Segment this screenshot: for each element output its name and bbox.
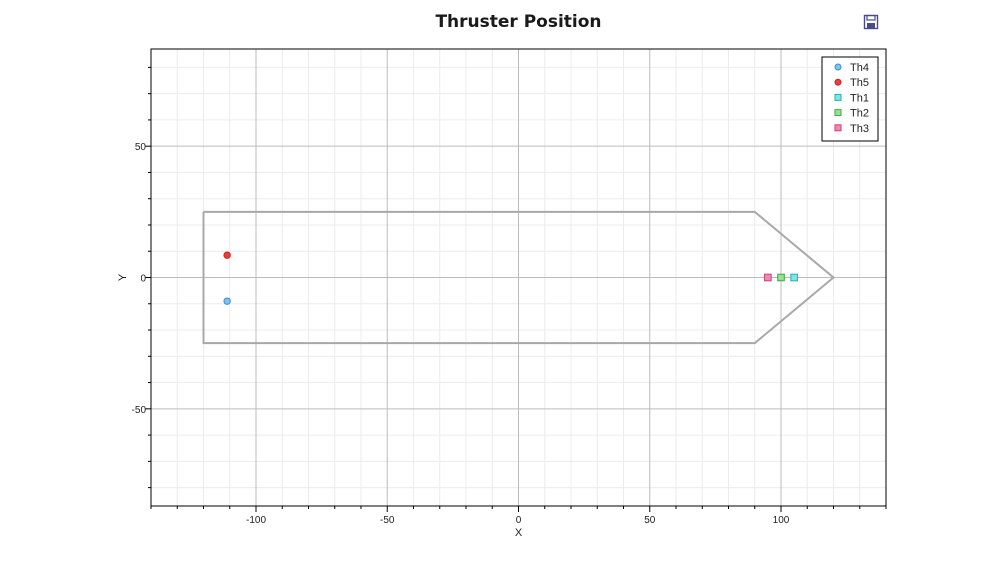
chart-title: Thruster Position (435, 12, 602, 32)
x-tick-label: 100 (773, 515, 790, 526)
legend-label-th1: Th1 (850, 92, 869, 104)
legend-marker-th5 (834, 78, 842, 86)
save-button[interactable] (863, 14, 879, 30)
x-tick-label: -100 (246, 515, 266, 526)
x-tick-label: 0 (516, 515, 522, 526)
x-tick-label: 50 (644, 515, 656, 526)
x-axis-title: X (515, 527, 523, 539)
legend-marker-th4 (834, 63, 842, 71)
x-tick-label: -50 (380, 515, 395, 526)
legend: Th4 Th5 Th1 Th2 Th3 (821, 56, 879, 142)
hull-outline (202, 210, 836, 345)
legend-marker-th3 (834, 124, 842, 132)
point-th2 (777, 273, 785, 282)
y-tick-label: -50 (132, 405, 147, 416)
y-axis-title: Y (117, 273, 129, 281)
major-grid (151, 49, 886, 506)
floppy-disk-save-icon (863, 14, 879, 30)
legend-box (821, 56, 879, 142)
legend-label-th2: Th2 (850, 108, 869, 120)
legend-label-th4: Th4 (850, 62, 869, 74)
point-th1 (790, 273, 798, 282)
point-th5 (223, 251, 231, 259)
legend-label-th3: Th3 (850, 123, 869, 135)
x-axis-tick-labels: -100 -50 0 50 100 (246, 515, 790, 526)
legend-marker-th2 (834, 109, 842, 117)
axis-ticks (145, 66, 887, 512)
legend-label-th5: Th5 (850, 77, 869, 89)
data-points (223, 251, 798, 305)
legend-marker-th1 (834, 93, 842, 101)
y-tick-label: 0 (140, 274, 146, 285)
y-tick-label: 50 (135, 142, 147, 153)
point-th3 (764, 273, 772, 282)
y-axis-tick-labels: -50 0 50 (132, 142, 147, 416)
point-th4 (223, 297, 231, 305)
